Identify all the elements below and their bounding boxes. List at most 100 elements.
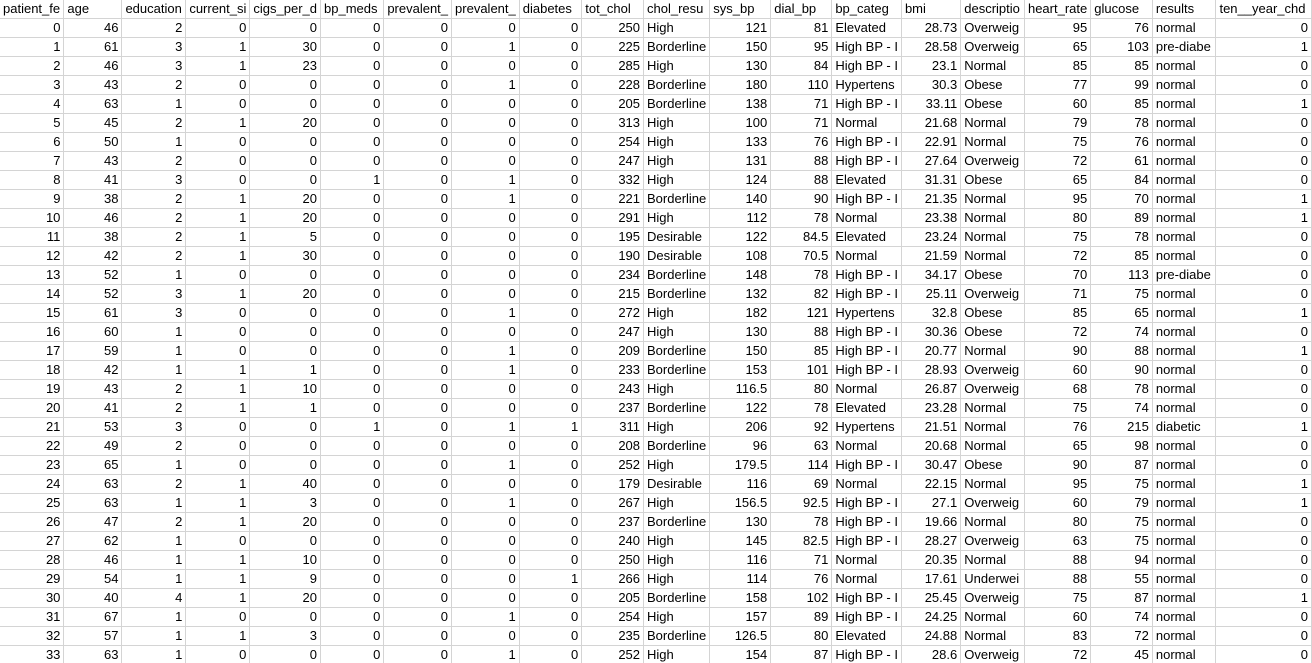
column-header[interactable]: education: [121, 0, 187, 19]
table-cell[interactable]: 228: [581, 75, 645, 95]
table-cell[interactable]: normal: [1152, 360, 1217, 380]
table-cell[interactable]: 0: [320, 588, 385, 608]
table-cell[interactable]: Normal: [960, 132, 1025, 152]
table-cell[interactable]: 21.51: [901, 417, 962, 437]
table-cell[interactable]: 95: [1024, 474, 1092, 494]
table-cell[interactable]: 0: [320, 341, 385, 361]
table-cell[interactable]: 0: [451, 474, 520, 494]
table-cell[interactable]: 1: [249, 360, 321, 380]
table-cell[interactable]: Elevated: [831, 398, 902, 418]
table-cell[interactable]: 130: [709, 512, 772, 532]
table-cell[interactable]: 20: [249, 512, 321, 532]
table-cell[interactable]: 3: [0, 75, 65, 95]
table-cell[interactable]: 27.1: [901, 493, 962, 513]
table-cell[interactable]: 3: [121, 56, 187, 76]
table-cell[interactable]: 90: [1024, 455, 1092, 475]
table-cell[interactable]: 240: [581, 531, 645, 551]
column-header[interactable]: patient_fe: [0, 0, 65, 19]
column-header[interactable]: prevalent_: [383, 0, 453, 19]
table-cell[interactable]: 14: [0, 284, 65, 304]
table-cell[interactable]: 78: [770, 208, 833, 228]
table-cell[interactable]: 16: [0, 322, 65, 342]
table-cell[interactable]: 1: [451, 645, 520, 663]
table-cell[interactable]: 28: [0, 550, 65, 570]
table-cell[interactable]: 0: [185, 531, 251, 551]
table-cell[interactable]: normal: [1152, 607, 1217, 627]
table-cell[interactable]: 1: [121, 607, 187, 627]
table-cell[interactable]: 0: [519, 322, 583, 342]
table-cell[interactable]: 0: [451, 113, 520, 133]
table-cell[interactable]: 122: [709, 398, 772, 418]
table-cell[interactable]: 17.61: [901, 569, 962, 589]
table-cell[interactable]: High BP - I: [831, 645, 902, 663]
table-cell[interactable]: 0: [320, 303, 385, 323]
table-cell[interactable]: 20: [249, 208, 321, 228]
table-cell[interactable]: 0: [383, 341, 453, 361]
table-cell[interactable]: 225: [581, 37, 645, 57]
table-cell[interactable]: 30: [0, 588, 65, 608]
table-cell[interactable]: 247: [581, 151, 645, 171]
table-cell[interactable]: 25.45: [901, 588, 962, 608]
table-cell[interactable]: 0: [519, 151, 583, 171]
table-cell[interactable]: 28.73: [901, 18, 962, 38]
table-cell[interactable]: 25.11: [901, 284, 962, 304]
table-cell[interactable]: 0: [519, 189, 583, 209]
table-cell[interactable]: 72: [1024, 645, 1092, 663]
table-cell[interactable]: 0: [519, 284, 583, 304]
table-cell[interactable]: 40: [63, 588, 123, 608]
table-cell[interactable]: 1: [451, 170, 520, 190]
table-cell[interactable]: 0: [185, 436, 251, 456]
table-cell[interactable]: 0: [1215, 227, 1312, 247]
table-cell[interactable]: 80: [1024, 512, 1092, 532]
table-cell[interactable]: 0: [320, 645, 385, 663]
table-cell[interactable]: Normal: [960, 550, 1025, 570]
table-cell[interactable]: High BP - I: [831, 56, 902, 76]
table-cell[interactable]: 20: [249, 588, 321, 608]
table-cell[interactable]: 31: [0, 607, 65, 627]
table-cell[interactable]: High: [643, 455, 711, 475]
table-cell[interactable]: 0: [519, 645, 583, 663]
table-cell[interactable]: 82: [770, 284, 833, 304]
table-cell[interactable]: 0: [1215, 512, 1312, 532]
table-cell[interactable]: Overweig: [960, 284, 1025, 304]
table-cell[interactable]: 0: [320, 626, 385, 646]
table-cell[interactable]: High BP - I: [831, 284, 902, 304]
table-cell[interactable]: 0: [320, 227, 385, 247]
table-cell[interactable]: 0: [451, 436, 520, 456]
table-cell[interactable]: 23.1: [901, 56, 962, 76]
table-cell[interactable]: 0: [519, 94, 583, 114]
table-cell[interactable]: 65: [63, 455, 123, 475]
table-cell[interactable]: 0: [320, 569, 385, 589]
table-cell[interactable]: 1: [185, 588, 251, 608]
table-cell[interactable]: 0: [383, 626, 453, 646]
table-cell[interactable]: 90: [1024, 341, 1092, 361]
table-cell[interactable]: 1: [121, 94, 187, 114]
table-cell[interactable]: 0: [249, 132, 321, 152]
table-cell[interactable]: 20: [249, 113, 321, 133]
table-cell[interactable]: High: [643, 607, 711, 627]
table-cell[interactable]: 45: [63, 113, 123, 133]
table-cell[interactable]: 1: [185, 227, 251, 247]
table-cell[interactable]: 7: [0, 151, 65, 171]
table-cell[interactable]: Overweig: [960, 18, 1025, 38]
table-cell[interactable]: 63: [1024, 531, 1092, 551]
table-cell[interactable]: 1: [1215, 37, 1312, 57]
table-cell[interactable]: Normal: [960, 189, 1025, 209]
table-cell[interactable]: 1: [185, 474, 251, 494]
table-cell[interactable]: 60: [1024, 360, 1092, 380]
table-cell[interactable]: 221: [581, 189, 645, 209]
table-cell[interactable]: 60: [63, 322, 123, 342]
table-cell[interactable]: 10: [0, 208, 65, 228]
table-cell[interactable]: Obese: [960, 265, 1025, 285]
column-header[interactable]: bmi: [901, 0, 962, 19]
table-cell[interactable]: 65: [1024, 37, 1092, 57]
table-cell[interactable]: High: [643, 531, 711, 551]
table-cell[interactable]: 0: [519, 56, 583, 76]
table-cell[interactable]: 252: [581, 455, 645, 475]
table-cell[interactable]: 8: [0, 170, 65, 190]
table-cell[interactable]: 133: [709, 132, 772, 152]
table-cell[interactable]: 74: [1090, 322, 1153, 342]
table-cell[interactable]: 98: [1090, 436, 1153, 456]
table-cell[interactable]: 1: [185, 208, 251, 228]
table-cell[interactable]: Borderline: [643, 37, 711, 57]
